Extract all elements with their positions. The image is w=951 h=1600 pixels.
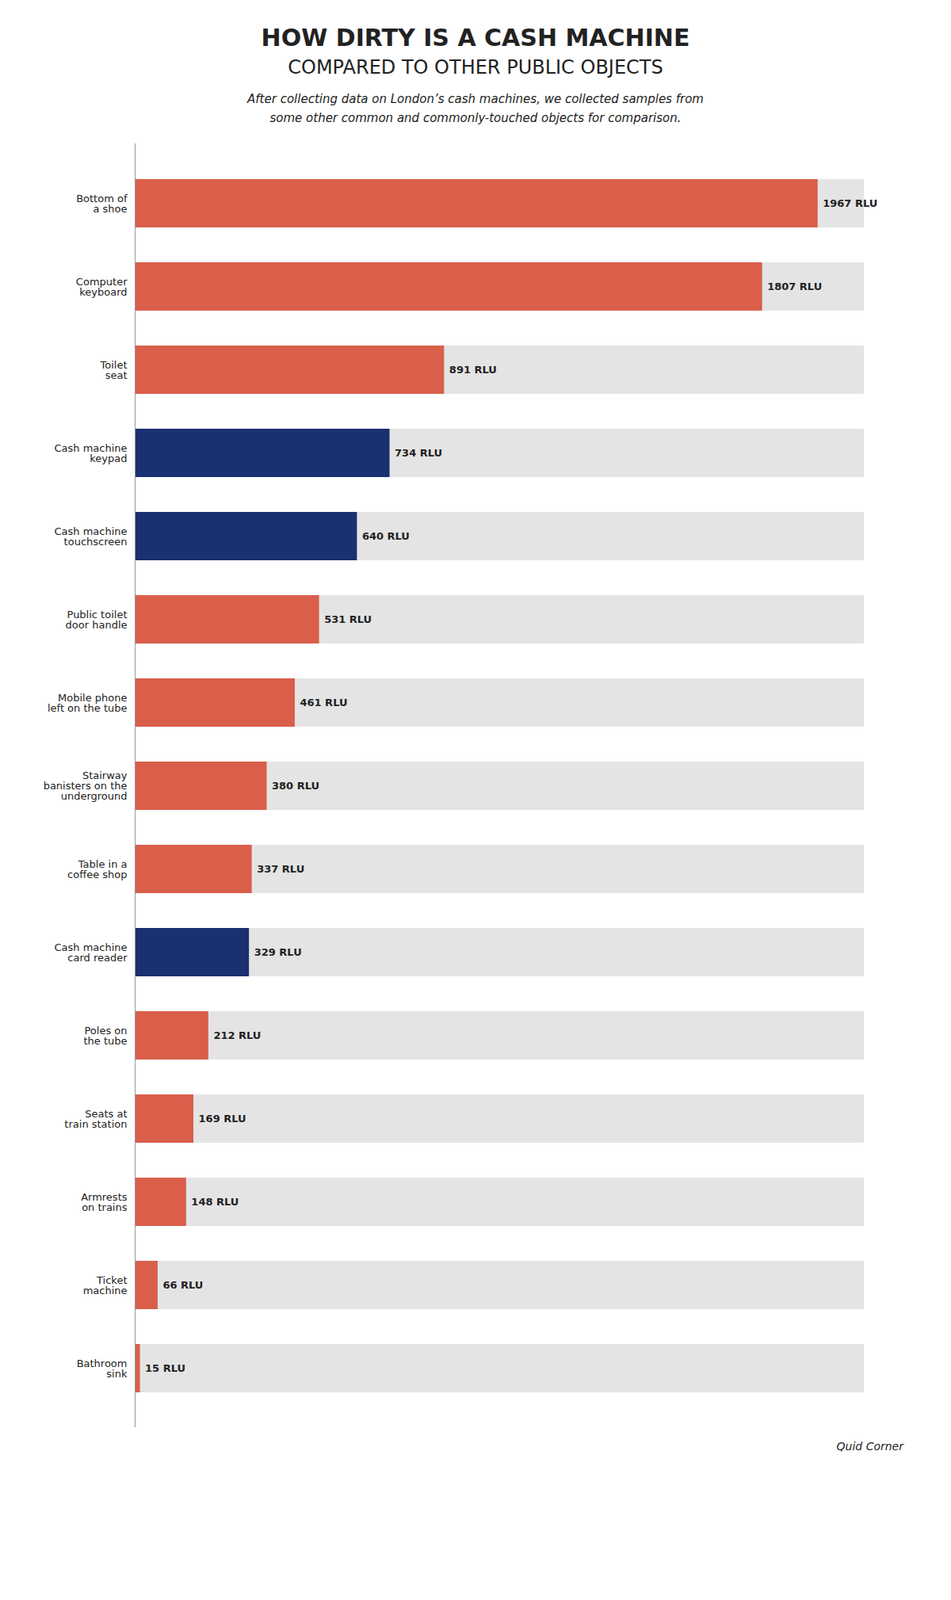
html-text:HOW DIRTY IS A CASH MACHINE: HOW DIRTY IS A CASH MACHINE [261, 23, 690, 52]
svg-text:Cash machinetouchscreen: Cash machinetouchscreen [53, 525, 127, 548]
svg-text:66 RLU: 66 RLU [162, 1279, 203, 1291]
svg-text:Poles onthe tube: Poles onthe tube [83, 1024, 127, 1047]
svg-text:329 RLU: 329 RLU [254, 946, 302, 959]
svg-text:337 RLU: 337 RLU [256, 863, 305, 875]
html-text:COMPARED TO OTHER PUBLIC OBJEC: COMPARED TO OTHER PUBLIC OBJECTS [287, 56, 664, 79]
svg-text:Mobile phoneleft on the tube: Mobile phoneleft on the tube [47, 691, 128, 715]
svg-text:Toiletseat: Toiletseat [99, 359, 127, 382]
svg-text:Stairwaybanisters on theunderg: Stairwaybanisters on theunderground [43, 769, 128, 803]
svg-text:734 RLU: 734 RLU [394, 446, 443, 459]
svg-text:15 RLU: 15 RLU [145, 1362, 186, 1375]
svg-text:Ticketmachine: Ticketmachine [83, 1274, 128, 1297]
svg-text:Public toiletdoor handle: Public toiletdoor handle [65, 608, 128, 631]
svg-text:531 RLU: 531 RLU [324, 613, 372, 626]
svg-text:1807 RLU: 1807 RLU [767, 280, 822, 293]
svg-text:169 RLU: 169 RLU [198, 1112, 247, 1125]
svg-text:Bathroomsink: Bathroomsink [76, 1357, 128, 1380]
svg-text:640 RLU: 640 RLU [362, 530, 410, 543]
svg-text:Table in acoffee shop: Table in acoffee shop [67, 858, 127, 881]
svg-text:Cash machinekeypad: Cash machinekeypad [53, 442, 127, 465]
svg-text:Seats attrain station: Seats attrain station [64, 1107, 127, 1131]
html-text:Quid Corner: Quid Corner [836, 1439, 904, 1453]
svg-text:1967 RLU: 1967 RLU [822, 197, 878, 210]
svg-text:380 RLU: 380 RLU [271, 779, 320, 792]
svg-text:461 RLU: 461 RLU [299, 696, 348, 709]
svg-text:212 RLU: 212 RLU [213, 1029, 261, 1042]
html-text:After collecting data on Londo: After collecting data on London’s cash m… [247, 91, 704, 126]
svg-text:148 RLU: 148 RLU [190, 1195, 239, 1208]
svg-text:Cash machinecard reader: Cash machinecard reader [53, 941, 128, 964]
svg-text:Computerkeyboard: Computerkeyboard [76, 275, 128, 298]
svg-text:891 RLU: 891 RLU [449, 363, 497, 376]
svg-text:Bottom ofa shoe: Bottom ofa shoe [76, 192, 128, 215]
svg-text:Armrestson trains: Armrestson trains [80, 1191, 128, 1214]
